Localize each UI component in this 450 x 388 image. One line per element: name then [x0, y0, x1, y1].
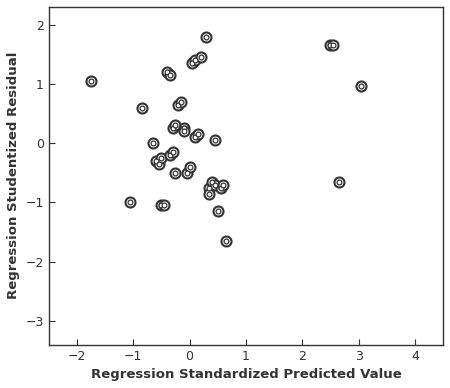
Point — [172, 122, 179, 128]
Point — [180, 125, 188, 132]
Point — [177, 99, 184, 105]
Point — [192, 57, 199, 63]
Point — [158, 202, 165, 208]
Point — [138, 104, 145, 111]
Point — [214, 208, 221, 215]
Point — [138, 104, 145, 111]
Point — [149, 140, 157, 146]
Point — [155, 161, 162, 167]
Point — [208, 178, 216, 185]
Point — [220, 182, 227, 188]
Point — [155, 161, 162, 167]
Point — [180, 128, 188, 135]
Point — [161, 202, 168, 208]
Point — [186, 164, 193, 170]
Point — [166, 152, 173, 158]
Point — [161, 202, 168, 208]
Point — [177, 99, 184, 105]
Point — [169, 125, 176, 132]
Point — [358, 83, 365, 89]
Point — [87, 78, 94, 84]
Point — [212, 182, 219, 188]
Point — [327, 42, 334, 48]
X-axis label: Regression Standardized Predicted Value: Regression Standardized Predicted Value — [90, 368, 401, 381]
Point — [192, 57, 199, 63]
Point — [169, 149, 176, 155]
Point — [169, 125, 176, 132]
Point — [158, 155, 165, 161]
Point — [327, 42, 334, 48]
Point — [203, 33, 210, 40]
Point — [223, 238, 230, 244]
Point — [212, 137, 219, 143]
Point — [175, 102, 182, 108]
Point — [172, 170, 179, 176]
Point — [329, 42, 337, 48]
Point — [358, 83, 365, 89]
Point — [206, 191, 213, 197]
Point — [158, 155, 165, 161]
Point — [220, 182, 227, 188]
Point — [335, 178, 342, 185]
Point — [152, 158, 159, 164]
Point — [166, 72, 173, 78]
Point — [172, 170, 179, 176]
Point — [217, 185, 224, 191]
Point — [127, 199, 134, 206]
Point — [180, 128, 188, 135]
Point — [183, 170, 190, 176]
Point — [166, 152, 173, 158]
Point — [206, 185, 213, 191]
Point — [194, 131, 202, 137]
Point — [194, 131, 202, 137]
Point — [172, 122, 179, 128]
Point — [183, 170, 190, 176]
Point — [206, 191, 213, 197]
Point — [223, 238, 230, 244]
Point — [192, 134, 199, 140]
Point — [163, 69, 171, 75]
Point — [158, 202, 165, 208]
Point — [208, 178, 216, 185]
Point — [163, 69, 171, 75]
Point — [203, 33, 210, 40]
Point — [212, 182, 219, 188]
Point — [152, 158, 159, 164]
Point — [197, 54, 204, 61]
Point — [192, 134, 199, 140]
Point — [186, 164, 193, 170]
Point — [169, 149, 176, 155]
Point — [212, 137, 219, 143]
Point — [329, 42, 337, 48]
Point — [127, 199, 134, 206]
Point — [189, 60, 196, 66]
Y-axis label: Regression Studentized Residual: Regression Studentized Residual — [7, 52, 20, 300]
Point — [335, 178, 342, 185]
Point — [189, 60, 196, 66]
Point — [197, 54, 204, 61]
Point — [206, 185, 213, 191]
Point — [180, 125, 188, 132]
Point — [149, 140, 157, 146]
Point — [87, 78, 94, 84]
Point — [214, 208, 221, 215]
Point — [166, 72, 173, 78]
Point — [175, 102, 182, 108]
Point — [217, 185, 224, 191]
